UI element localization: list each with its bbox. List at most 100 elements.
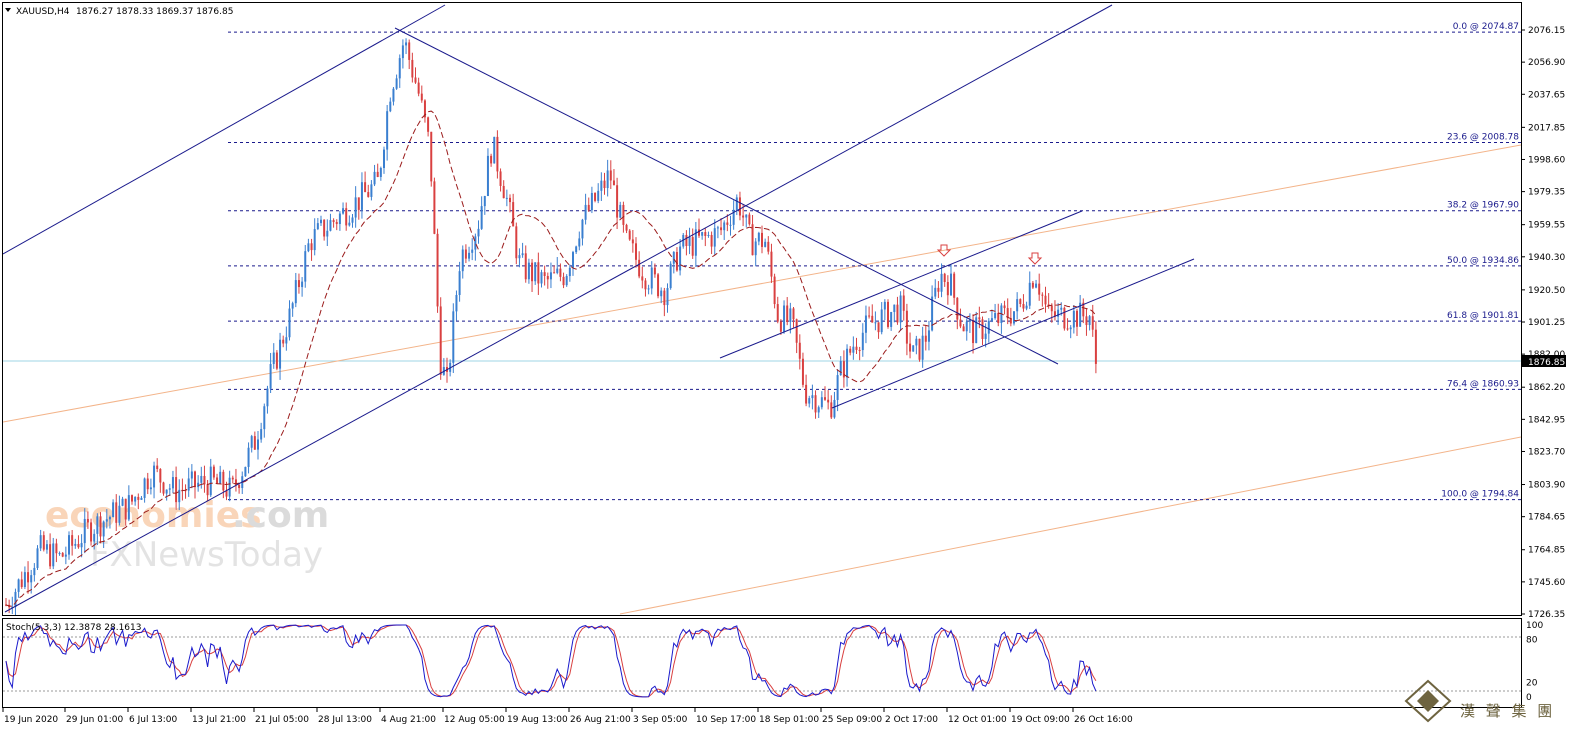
candle-body bbox=[805, 384, 808, 404]
stoch-header: Stoch(5,3,3) 12.3878 28.1613 bbox=[6, 623, 141, 633]
candle-body bbox=[751, 224, 754, 256]
candle-body bbox=[509, 197, 511, 203]
candle-body bbox=[549, 272, 552, 280]
candle-body bbox=[430, 131, 433, 182]
candle-body bbox=[257, 439, 259, 450]
symbol-dropdown-icon[interactable] bbox=[5, 8, 11, 12]
candle-body bbox=[99, 516, 102, 537]
candle-body bbox=[701, 232, 704, 236]
candle-body bbox=[17, 579, 20, 592]
price-tick-label: 2037.65 bbox=[1528, 90, 1565, 100]
candle-body bbox=[272, 352, 275, 365]
candle-body bbox=[326, 230, 329, 237]
candle-body bbox=[688, 237, 691, 246]
symbol-label: XAUUSD,H4 bbox=[16, 7, 70, 17]
fib-label: 50.0 @ 1934.86 bbox=[1447, 256, 1519, 266]
candle-body bbox=[187, 478, 190, 491]
candle-body bbox=[679, 246, 682, 271]
candle-body bbox=[502, 185, 505, 199]
candle-body bbox=[228, 477, 231, 497]
candle-body bbox=[112, 502, 115, 518]
stoch-tick-label: 100 bbox=[1526, 621, 1543, 631]
candle-body bbox=[584, 204, 587, 220]
candle-body bbox=[216, 477, 219, 484]
candle-body bbox=[297, 280, 300, 288]
candle-body bbox=[1009, 318, 1012, 324]
trendline-major-support bbox=[4, 4, 1113, 613]
candle-body bbox=[206, 484, 209, 496]
candle-body bbox=[597, 190, 600, 201]
candle-body bbox=[127, 495, 130, 520]
candle-body bbox=[461, 249, 464, 272]
candle-body bbox=[672, 252, 675, 264]
candle-body bbox=[924, 335, 927, 342]
candle-body bbox=[748, 214, 751, 225]
candle-body bbox=[250, 436, 253, 448]
candle-body bbox=[168, 488, 171, 490]
candle-body bbox=[468, 252, 471, 259]
candle-body bbox=[1079, 302, 1082, 327]
candle-body bbox=[839, 361, 842, 376]
candle-body bbox=[625, 224, 628, 231]
price-tick-label: 2056.90 bbox=[1528, 58, 1565, 68]
candle-body bbox=[345, 208, 348, 226]
candle-body bbox=[71, 535, 74, 546]
stoch-axis: 100 80 20 0 bbox=[1526, 621, 1543, 703]
candle-body bbox=[735, 197, 738, 210]
candle-body bbox=[792, 308, 795, 320]
time-tick-label: 12 Aug 05:00 bbox=[444, 715, 505, 725]
candle-body bbox=[864, 315, 867, 333]
candle-body bbox=[219, 471, 222, 484]
candle-body bbox=[338, 213, 341, 225]
candle-body bbox=[61, 553, 64, 557]
candle-body bbox=[351, 217, 354, 223]
candle-body bbox=[540, 272, 543, 284]
candle-body bbox=[594, 192, 597, 201]
price-axis: 2076.15 2056.90 2037.65 2017.85 1998.60 1979.… bbox=[1521, 26, 1565, 620]
candle-body bbox=[931, 296, 934, 331]
candle-body bbox=[156, 465, 159, 470]
candle-body bbox=[650, 267, 653, 289]
candle-body bbox=[1088, 316, 1091, 326]
candle-body bbox=[795, 319, 798, 343]
candle-body bbox=[80, 543, 83, 548]
candle-body bbox=[534, 262, 537, 282]
fib-label: 38.2 @ 1967.90 bbox=[1447, 201, 1519, 211]
candle-body bbox=[194, 471, 196, 488]
candle-body bbox=[279, 339, 282, 369]
candle-body bbox=[698, 229, 700, 236]
price-tick-label: 1998.60 bbox=[1528, 155, 1565, 165]
candle-body bbox=[86, 518, 89, 523]
candle-body bbox=[383, 149, 385, 169]
time-tick-label: 19 Jun 2020 bbox=[4, 715, 58, 725]
candle-body bbox=[222, 471, 225, 491]
candle-body bbox=[635, 243, 637, 260]
price-tick-label: 2017.85 bbox=[1528, 123, 1565, 133]
candle-body bbox=[1013, 311, 1015, 324]
candle-body bbox=[981, 319, 984, 339]
candle-body bbox=[58, 553, 61, 555]
candle-body bbox=[1050, 305, 1053, 312]
candle-body bbox=[628, 230, 631, 240]
fib-label: 100.0 @ 1794.84 bbox=[1441, 490, 1519, 500]
time-tick-label: 4 Aug 21:00 bbox=[381, 715, 436, 725]
trendline-upper-channel-left bbox=[3, 4, 446, 255]
candle-body bbox=[855, 346, 858, 350]
candle-body bbox=[1047, 304, 1050, 306]
candle-body bbox=[401, 45, 404, 59]
candle-body bbox=[102, 521, 105, 537]
fib-label: 76.4 @ 1860.93 bbox=[1447, 379, 1519, 389]
candle-body bbox=[1072, 310, 1075, 328]
candle-body bbox=[225, 490, 228, 497]
candle-body bbox=[354, 197, 357, 218]
candle-body bbox=[871, 315, 874, 323]
candle-body bbox=[1044, 295, 1047, 305]
candle-body bbox=[716, 227, 719, 229]
price-tick-label: 1940.30 bbox=[1528, 253, 1565, 263]
candle-body bbox=[647, 288, 650, 290]
candle-body bbox=[660, 290, 663, 297]
candle-body bbox=[373, 171, 376, 185]
time-tick-label: 21 Jul 05:00 bbox=[255, 715, 309, 725]
candle-body bbox=[754, 241, 757, 256]
